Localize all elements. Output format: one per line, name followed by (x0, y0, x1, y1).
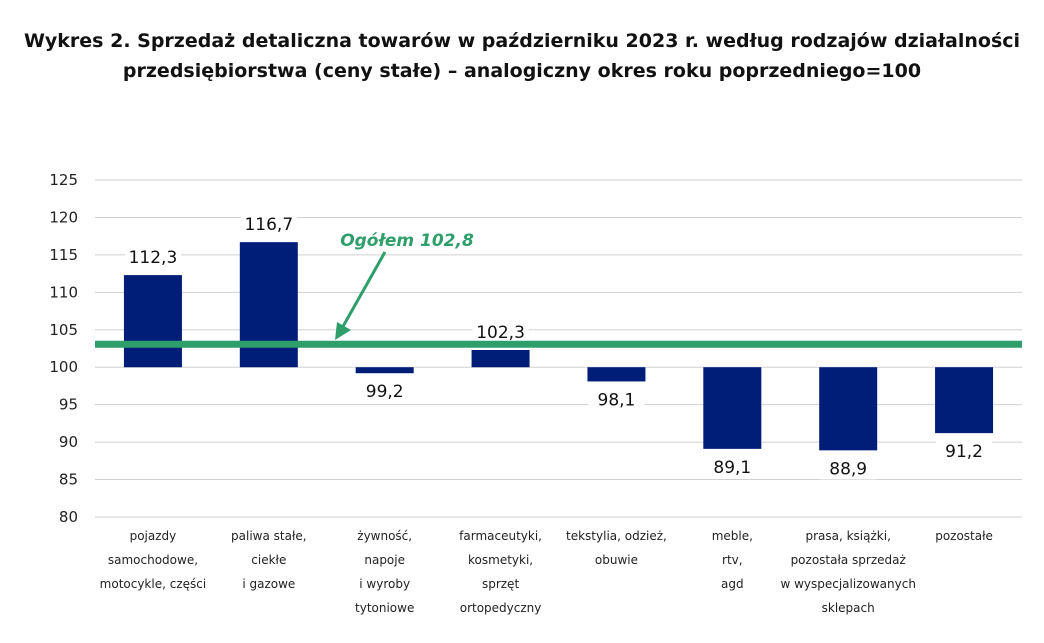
reference-label: Ogółem 102,8 (340, 231, 474, 251)
category-label: pojazdy (130, 529, 177, 543)
value-label-bg (820, 457, 877, 480)
value-label: 98,1 (598, 390, 636, 410)
category-label: paliwa stałe, (231, 529, 307, 543)
value-label: 112,3 (129, 248, 178, 268)
category-label: motocykle, części (100, 577, 207, 591)
arrow-head-icon (335, 322, 351, 340)
category-label: farmaceutyki, (459, 529, 542, 543)
value-label: 102,3 (476, 323, 525, 343)
category-label: samochodowe, (108, 553, 198, 567)
bar (703, 367, 762, 449)
y-tick-label: 105 (49, 321, 78, 339)
value-label: 88,9 (829, 459, 867, 479)
value-label-bg (472, 320, 529, 343)
category-label: ortopedyczny (460, 601, 542, 615)
value-label: 99,2 (366, 382, 404, 402)
bar (587, 367, 646, 382)
bar (819, 367, 878, 451)
category-label: pozostałe (935, 529, 993, 543)
category-label: pozostała sprzedaż (791, 553, 906, 567)
y-tick-label: 110 (49, 283, 78, 301)
category-label: napoje (364, 553, 405, 567)
value-label-bg (588, 388, 645, 411)
category-label: ciekłe (251, 553, 286, 567)
category-label: rtv, (722, 553, 743, 567)
value-label: 89,1 (713, 458, 751, 478)
category-label: i wyroby (359, 577, 410, 591)
category-label: sklepach (822, 601, 875, 615)
y-tick-label: 90 (59, 433, 78, 451)
category-label: tekstylia, odzież, (566, 529, 667, 543)
category-label: tytoniowe (355, 601, 414, 615)
y-tick-label: 125 (49, 171, 78, 189)
chart-title: Wykres 2. Sprzedaż detaliczna towarów w … (0, 26, 1044, 86)
category-label: kosmetyki, (468, 553, 533, 567)
value-label-bg (936, 440, 993, 463)
y-tick-label: 115 (49, 246, 78, 264)
value-label-bg (704, 455, 761, 478)
category-label: agd (721, 577, 744, 591)
category-label: prasa, książki, (805, 529, 890, 543)
y-tick-label: 100 (49, 358, 78, 376)
y-tick-label: 120 (49, 208, 78, 226)
value-label-bg (356, 380, 413, 403)
value-label: 91,2 (945, 442, 983, 462)
bar (471, 349, 530, 368)
value-label: 116,7 (244, 215, 293, 235)
chart-title-line1: Wykres 2. Sprzedaż detaliczna towarów w … (23, 30, 1021, 52)
value-label-bg (240, 213, 297, 236)
category-label: sprzęt (482, 577, 519, 591)
category-label: i gazowe (242, 577, 295, 591)
reference-arrow (339, 251, 387, 331)
category-label: w wyspecjalizowanych (780, 577, 915, 591)
category-label: żywność, (357, 529, 412, 543)
bar (123, 275, 182, 368)
bar (935, 367, 994, 434)
bar (355, 367, 414, 374)
y-tick-label: 95 (59, 396, 78, 414)
y-tick-label: 80 (59, 508, 78, 526)
y-tick-label: 85 (59, 471, 78, 489)
category-label: obuwie (595, 553, 638, 567)
bar (239, 242, 298, 368)
category-label: meble, (712, 529, 753, 543)
value-label-bg (124, 246, 181, 269)
chart-title-line2: przedsiębiorstwa (ceny stałe) – analogic… (122, 60, 922, 82)
